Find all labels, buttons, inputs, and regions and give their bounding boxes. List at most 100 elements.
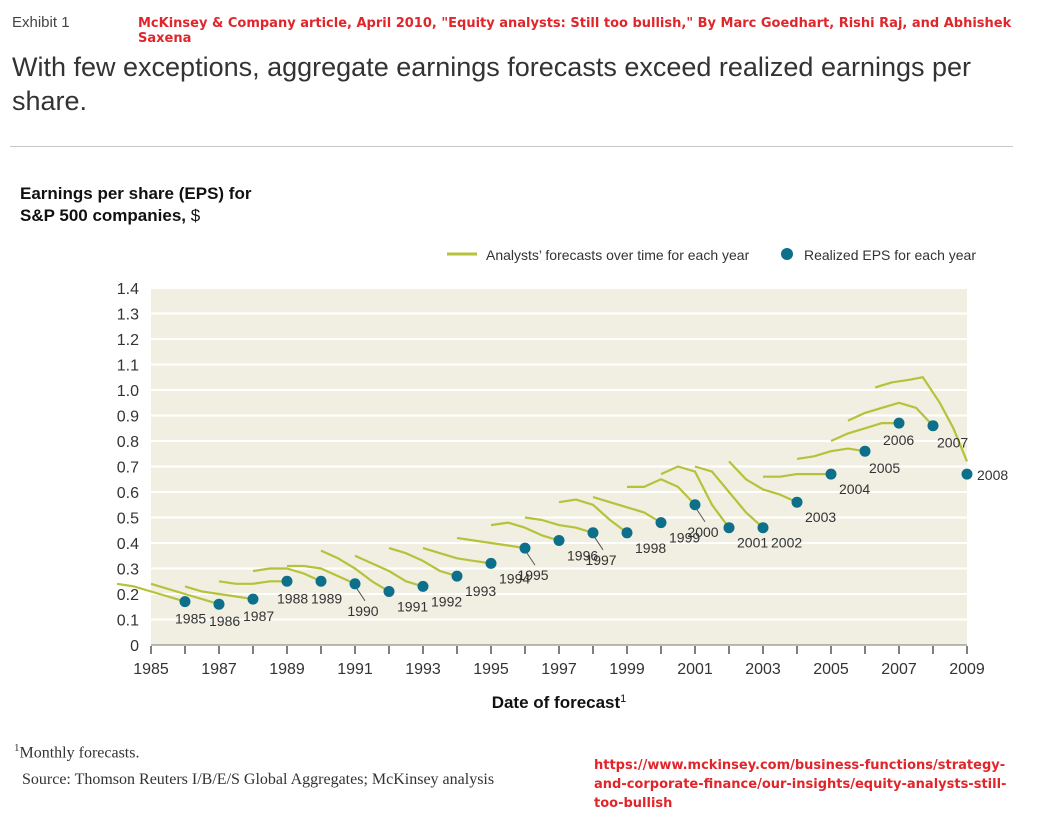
x-tick-label: 2005: [813, 661, 849, 678]
realized-dot-1994: [485, 557, 497, 569]
forecast-line-2006: [830, 422, 899, 443]
y-tick-label: 0.1: [117, 613, 139, 630]
grid-lines: [151, 287, 967, 646]
forecast-line-1990: [287, 564, 356, 585]
realized-dot-1991: [383, 585, 395, 597]
legend-dot-swatch: [781, 248, 793, 260]
source-note: Source: Thomson Reuters I/B/E/S Global A…: [22, 771, 495, 788]
y-tick-label: 1.0: [117, 383, 139, 400]
year-label-2000: 2000: [687, 524, 718, 540]
x-tick-label: 1989: [269, 661, 305, 678]
forecast-line-1993: [388, 547, 458, 578]
forecast-line-2005: [796, 447, 866, 460]
y-tick-label: 0.9: [117, 409, 139, 426]
year-label-1997: 1997: [585, 552, 616, 568]
x-tick-label: 1993: [405, 661, 441, 678]
realized-dot-2005: [859, 445, 871, 457]
forecast-line-2001: [660, 465, 730, 529]
chart-title-line2: S&P 500 companies, $: [20, 206, 201, 225]
x-tick-label: 2007: [881, 661, 917, 678]
realized-dot-1990: [349, 578, 361, 590]
x-tick-label: 1999: [609, 661, 645, 678]
legend-label-forecasts: Analysts’ forecasts over time for each y…: [486, 247, 750, 263]
year-label-2006: 2006: [883, 432, 914, 448]
forecast-line-1995: [456, 536, 526, 550]
forecast-line-1985: [116, 582, 186, 603]
year-label-2005: 2005: [869, 460, 900, 476]
year-label-1994: 1994: [499, 570, 530, 586]
footnote: 1Monthly forecasts.: [14, 742, 140, 762]
realized-dot-1988: [281, 575, 293, 587]
chart-title: Earnings per share (EPS) for S&P 500 com…: [20, 183, 251, 227]
forecast-line-1988: [218, 580, 287, 585]
realized-dot-1999: [655, 517, 667, 529]
realized-dot-1993: [451, 570, 463, 582]
year-label-1987: 1987: [243, 608, 274, 624]
x-tick-label: 2003: [745, 661, 781, 678]
y-tick-label: 0.4: [117, 536, 139, 553]
label-leader: [696, 509, 706, 523]
forecast-line-1991: [320, 549, 390, 593]
realized-dot-2001: [723, 522, 735, 534]
label-leader: [594, 537, 604, 551]
legend-label-realized: Realized EPS for each year: [804, 247, 976, 263]
y-tick-label: 0.2: [117, 587, 139, 604]
forecast-line-2008: [874, 376, 969, 462]
forecast-line-1997: [524, 516, 594, 534]
realized-dot-1986: [213, 598, 225, 610]
x-tick-label: 1985: [133, 661, 169, 678]
y-tick-label: 1.3: [117, 307, 139, 324]
year-label-2008: 2008: [977, 467, 1008, 483]
x-tick-label: 1991: [337, 661, 373, 678]
year-label-2007: 2007: [937, 435, 968, 451]
article-url: https://www.mckinsey.com/business-functi…: [594, 758, 1007, 811]
realized-dot-1997: [587, 527, 599, 539]
year-label-2002: 2002: [771, 535, 802, 551]
x-tick-label: 2009: [949, 661, 985, 678]
year-label-2001: 2001: [737, 535, 768, 551]
realized-dot-2003: [791, 496, 803, 508]
forecast-line-2000: [627, 478, 696, 506]
y-tick-label: 0.7: [117, 460, 139, 477]
year-label-1989: 1989: [311, 590, 342, 606]
y-tick-label: 1.2: [117, 332, 139, 349]
forecast-line-2007: [847, 401, 934, 427]
article-citation: McKinsey & Company article, April 2010, …: [138, 16, 1012, 46]
forecast-line-1992: [354, 554, 424, 588]
y-axis-ticks: 0 0.1 0.2 0.3 0.4 0.5 0.6 0.7 0.8 0.9 1.0 1.1 1.2 1.3…: [117, 281, 139, 655]
forecast-line-2003: [728, 460, 798, 504]
year-label-1990: 1990: [347, 603, 378, 619]
y-tick-label: 1.4: [117, 281, 139, 298]
forecast-line-1996: [490, 521, 560, 542]
x-tick-label: 1987: [201, 661, 237, 678]
year-label-2003: 2003: [805, 509, 836, 525]
realized-dot-2000: [689, 499, 701, 511]
year-label-1993: 1993: [465, 583, 496, 599]
year-label-1988: 1988: [277, 590, 308, 606]
x-tick-label: 2001: [677, 661, 713, 678]
year-label-1986: 1986: [209, 613, 240, 629]
realized-dot-2007: [927, 420, 939, 432]
forecast-series: [116, 376, 969, 606]
forecast-line-1994: [422, 547, 492, 565]
realized-dot-1998: [621, 527, 633, 539]
forecast-line-2004: [763, 473, 831, 478]
x-tick-label: 1995: [473, 661, 509, 678]
header-divider: [10, 146, 1013, 147]
forecast-line-1998: [558, 498, 628, 534]
year-label-1999: 1999: [669, 530, 700, 546]
forecast-line-1987: [184, 585, 254, 601]
realized-dot-1992: [417, 580, 429, 592]
realized-series: [179, 417, 973, 610]
x-tick-label: 1997: [541, 661, 577, 678]
exhibit-label: Exhibit 1: [12, 14, 70, 31]
chart-legend: Analysts’ forecasts over time for each y…: [447, 247, 976, 263]
realized-dot-1989: [315, 575, 327, 587]
realized-dot-2002: [757, 522, 769, 534]
forecast-line-1989: [252, 567, 322, 583]
y-tick-label: 0.3: [117, 562, 139, 579]
page-title: With few exceptions, aggregate earnings …: [12, 52, 972, 116]
realized-dot-2006: [893, 417, 905, 429]
forecast-line-1986: [150, 582, 220, 606]
